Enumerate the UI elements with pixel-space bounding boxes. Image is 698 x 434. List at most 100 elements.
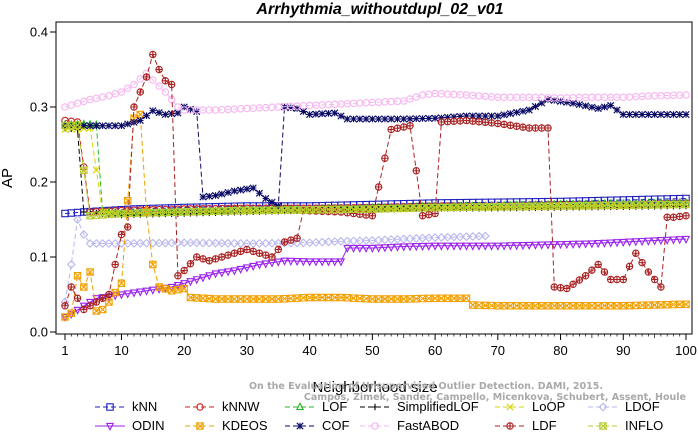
data-point-ODIN: [518, 242, 527, 251]
data-point-KDEOS: [682, 300, 690, 308]
data-point-KDEOS: [123, 197, 132, 205]
data-point-LDOF: [167, 238, 177, 248]
data-point-LDF: [550, 283, 559, 291]
legend-item-COF: COF: [285, 418, 350, 433]
data-point-LDF: [431, 209, 439, 218]
series-KDEOS: [61, 110, 690, 321]
data-point-LDOF: [66, 260, 76, 269]
legend-item-INFLO: INFLO: [588, 418, 663, 433]
data-point-LDF: [425, 210, 433, 219]
data-point-LDOF: [110, 239, 120, 248]
data-point-FastABOD: [149, 76, 157, 84]
data-point-ODIN: [487, 242, 496, 251]
legend-item-LoOP: LoOP: [495, 399, 565, 414]
data-point-LDF: [374, 183, 383, 191]
data-point-LDF: [506, 121, 515, 129]
data-point-LDF: [136, 88, 145, 96]
data-point-LDOF: [154, 238, 164, 248]
legend-label: kNNW: [222, 399, 260, 414]
data-point-LDF: [274, 245, 283, 254]
data-point-COF: [117, 122, 126, 130]
data-point-ODIN: [594, 240, 603, 249]
data-point-KDEOS: [92, 307, 101, 315]
data-point-LDF: [155, 65, 163, 74]
data-point-FastABOD: [682, 91, 690, 99]
data-point-ODIN: [343, 244, 352, 254]
chart-title: Arrhythmia_withoutdupl_02_v01: [255, 1, 503, 18]
data-point-LDF: [249, 247, 257, 256]
data-point-KDEOS: [167, 287, 176, 295]
legend-item-kNNW: kNNW: [185, 399, 260, 414]
data-point-COF: [387, 115, 395, 123]
data-point-LDF: [211, 255, 220, 263]
data-point-LDF: [130, 103, 138, 111]
data-point-ODIN: [205, 272, 214, 281]
data-point-LDF: [387, 125, 395, 134]
y-tick-label: 0.4: [30, 25, 48, 40]
data-point-KDEOS: [468, 301, 477, 309]
data-point-LDF: [544, 124, 552, 132]
data-point-ODIN: [606, 239, 615, 248]
data-point-LDOF: [185, 238, 195, 248]
data-point-LDOF: [436, 232, 446, 242]
data-point-ODIN: [261, 260, 270, 269]
data-point-COF: [494, 112, 502, 120]
data-point-LDF: [619, 275, 628, 284]
data-point-ODIN: [556, 241, 565, 250]
data-point-LDF: [669, 213, 678, 221]
data-point-FastABOD: [155, 82, 163, 90]
data-point-LDF: [86, 302, 94, 310]
data-point-LDF: [606, 275, 615, 284]
legend-label: KDEOS: [222, 418, 268, 433]
data-point-COF: [199, 193, 207, 201]
data-point-ODIN: [481, 242, 490, 251]
data-point-LDOF: [236, 238, 246, 248]
data-point-ODIN: [537, 241, 546, 250]
data-point-COF: [506, 110, 514, 118]
data-point-LDF: [117, 230, 126, 239]
data-point-ODIN: [198, 274, 208, 283]
legend-item-FastABOD: FastABOD: [360, 418, 459, 433]
data-point-LDF: [149, 50, 157, 59]
data-point-COF: [444, 113, 452, 121]
data-point-ODIN: [117, 291, 126, 300]
legend-marker: [371, 403, 379, 411]
data-point-ODIN: [286, 257, 295, 266]
data-point-ODIN: [192, 276, 201, 285]
data-point-COF: [255, 189, 264, 197]
data-point-ODIN: [493, 242, 502, 251]
data-point-COF: [544, 95, 552, 104]
data-point-COF: [475, 112, 483, 120]
data-point-LDF: [443, 117, 452, 126]
data-point-FastABOD: [117, 88, 126, 96]
data-point-ODIN: [575, 240, 584, 249]
data-point-KDEOS: [86, 268, 94, 276]
data-point-ODIN: [393, 243, 402, 252]
data-point-LDF: [462, 116, 471, 125]
data-point-LDF: [638, 258, 646, 267]
data-point-LDOF: [336, 236, 346, 246]
data-point-LDF: [418, 212, 427, 220]
data-point-LDF: [236, 247, 245, 256]
data-point-ODIN: [299, 258, 308, 267]
data-point-COF: [469, 112, 477, 120]
data-point-LDOF: [217, 238, 227, 248]
data-point-LDOF: [361, 236, 371, 246]
data-point-ODIN: [625, 238, 634, 247]
legend-item-LOF: LOF: [285, 399, 347, 414]
data-point-ODIN: [600, 239, 609, 248]
x-tick-label: 80: [553, 343, 567, 358]
data-point-LDF: [519, 123, 527, 131]
data-point-COF: [243, 185, 251, 193]
data-point-ODIN: [374, 244, 383, 253]
data-point-ODIN: [669, 236, 678, 245]
data-point-ODIN: [230, 267, 239, 276]
data-point-KDEOS: [174, 285, 182, 294]
data-point-LDOF: [355, 236, 365, 246]
data-point-ODIN: [136, 288, 145, 297]
data-point-LDOF: [305, 238, 315, 248]
data-point-LDF: [293, 234, 301, 242]
data-point-ODIN: [336, 258, 346, 267]
data-point-LDF: [123, 223, 132, 231]
data-point-ODIN: [412, 243, 421, 252]
